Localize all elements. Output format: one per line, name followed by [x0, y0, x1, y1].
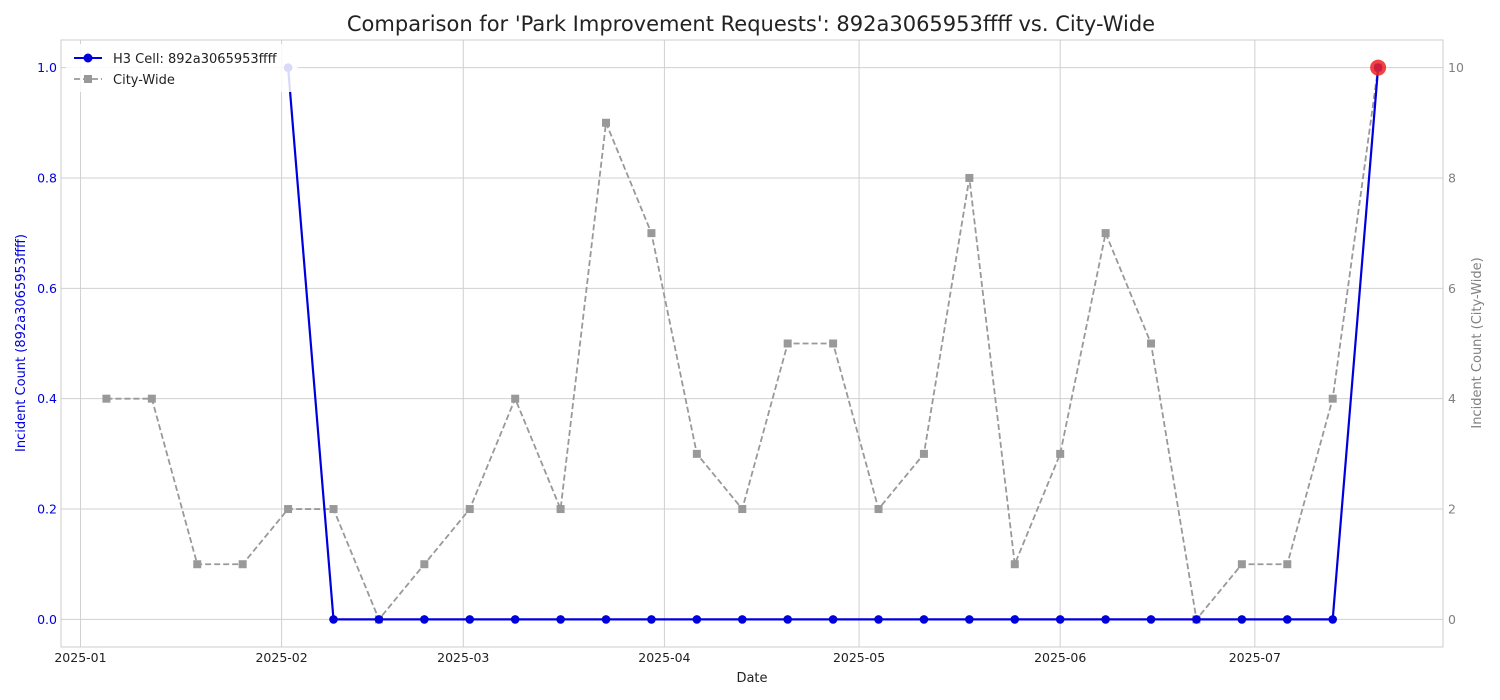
- h3-cell-point: [1282, 615, 1292, 624]
- left-y-tick-label: 0.0: [37, 612, 57, 627]
- city-wide-point: [602, 118, 611, 127]
- plot-frame: [60, 39, 1444, 648]
- legend-entry-h3: H3 Cell: 892a3065953ffff: [74, 52, 278, 67]
- h3-cell-point: [647, 615, 656, 624]
- h3-cell-point: [329, 615, 338, 624]
- right-y-tick-label: 2: [1448, 502, 1456, 517]
- h3-cell-point: [1237, 615, 1247, 624]
- right-y-tick-label: 0: [1448, 612, 1456, 627]
- h3-cell-point: [828, 615, 838, 624]
- right-y-tick-label: 10: [1448, 60, 1464, 75]
- city-wide-point: [1147, 339, 1156, 348]
- city-wide-point: [738, 505, 747, 514]
- right-y-tick-label: 6: [1448, 281, 1456, 296]
- left-y-tick-label: 0.6: [37, 281, 57, 296]
- city-wide-point: [1283, 560, 1292, 569]
- left-y-tick-label: 0.4: [37, 391, 57, 406]
- h3-cell-point: [692, 615, 702, 624]
- city-wide-point: [329, 505, 338, 514]
- grid: [61, 40, 1443, 647]
- legend-swatch-h3-marker: [83, 53, 93, 63]
- city-wide-point: [556, 505, 565, 514]
- right-y-axis-label: Incident Count (City-Wide): [1470, 257, 1485, 428]
- h3-cell-point: [510, 615, 520, 624]
- x-tick-label: 2025-03: [437, 650, 489, 665]
- city-wide-point: [965, 173, 974, 182]
- city-wide-point: [874, 505, 883, 514]
- legend: H3 Cell: 892a3065953ffff City-Wide: [66, 44, 298, 92]
- h3-cell-point: [1010, 615, 1020, 624]
- left-y-tick-label: 1.0: [37, 60, 57, 75]
- h3-cell-point: [465, 615, 475, 624]
- h3-cell-point: [965, 615, 974, 624]
- h3-cell-point: [601, 615, 611, 624]
- city-wide-point: [919, 449, 928, 458]
- city-wide-point: [647, 229, 656, 238]
- legend-entry-city: City-Wide: [74, 73, 175, 88]
- h3-cell-point: [919, 615, 929, 624]
- legend-swatch-city-marker: [84, 75, 92, 83]
- h3-cell-point: [1146, 615, 1156, 624]
- city-wide-point: [511, 394, 520, 403]
- left-y-tick-label: 0.8: [37, 170, 57, 185]
- x-tick-label: 2025-02: [255, 650, 307, 665]
- city-wide-point: [284, 505, 293, 514]
- city-wide-line: [106, 67, 1380, 622]
- x-axis-ticks: 2025-01 2025-02 2025-03 2025-04 2025-05 2025-…: [54, 650, 1281, 665]
- h3-cell-point: [374, 615, 384, 624]
- city-wide-point: [1237, 560, 1246, 569]
- city-wide-point: [829, 339, 838, 348]
- city-wide-point: [147, 394, 156, 403]
- h3-cell-point: [556, 615, 565, 624]
- city-wide-point: [193, 560, 202, 569]
- highlight-point: [1370, 59, 1387, 76]
- x-tick-label: 2025-06: [1034, 650, 1086, 665]
- city-wide-point: [692, 449, 701, 458]
- city-wide-point: [420, 560, 429, 569]
- chart-title: Comparison for 'Park Improvement Request…: [347, 12, 1155, 36]
- city-wide-point: [783, 339, 792, 348]
- h3-cell-point: [783, 615, 792, 624]
- x-tick-label: 2025-05: [833, 650, 885, 665]
- legend-label-city: City-Wide: [113, 73, 175, 88]
- x-tick-label: 2025-07: [1229, 650, 1281, 665]
- h3-cell-point: [1101, 615, 1110, 624]
- city-wide-point: [238, 560, 247, 569]
- h3-cell-point: [1192, 615, 1201, 624]
- right-y-tick-label: 8: [1448, 170, 1456, 185]
- highlight-layer: [1370, 59, 1387, 76]
- right-y-tick-label: 4: [1448, 391, 1456, 406]
- x-tick-label: 2025-04: [638, 650, 690, 665]
- city-wide-point: [102, 394, 111, 403]
- legend-label-h3: H3 Cell: 892a3065953ffff: [113, 52, 278, 67]
- legend-box: [66, 44, 298, 92]
- city-wide-point: [1101, 229, 1110, 238]
- left-y-axis-ticks: 0.0 0.2 0.4 0.6 0.8 1.0: [37, 60, 57, 627]
- city-wide-point: [1328, 394, 1337, 403]
- x-tick-label: 2025-01: [54, 650, 106, 665]
- city-wide-point: [465, 505, 474, 514]
- left-y-axis-label: Incident Count (892a3065953ffff): [14, 234, 29, 452]
- series-city-wide: [102, 63, 1383, 624]
- h3-cell-point: [420, 615, 429, 624]
- x-axis-label: Date: [736, 671, 767, 686]
- right-y-axis-ticks: 0 2 4 6 8 10: [1448, 60, 1464, 627]
- h3-cell-point: [737, 615, 747, 624]
- series-h3-cell: [283, 63, 1383, 624]
- city-wide-point: [1010, 560, 1019, 569]
- left-y-tick-label: 0.2: [37, 502, 57, 517]
- h3-cell-point: [874, 615, 883, 624]
- h3-cell-point: [1055, 615, 1065, 624]
- h3-cell-point: [1328, 615, 1337, 624]
- city-wide-point: [1056, 449, 1065, 458]
